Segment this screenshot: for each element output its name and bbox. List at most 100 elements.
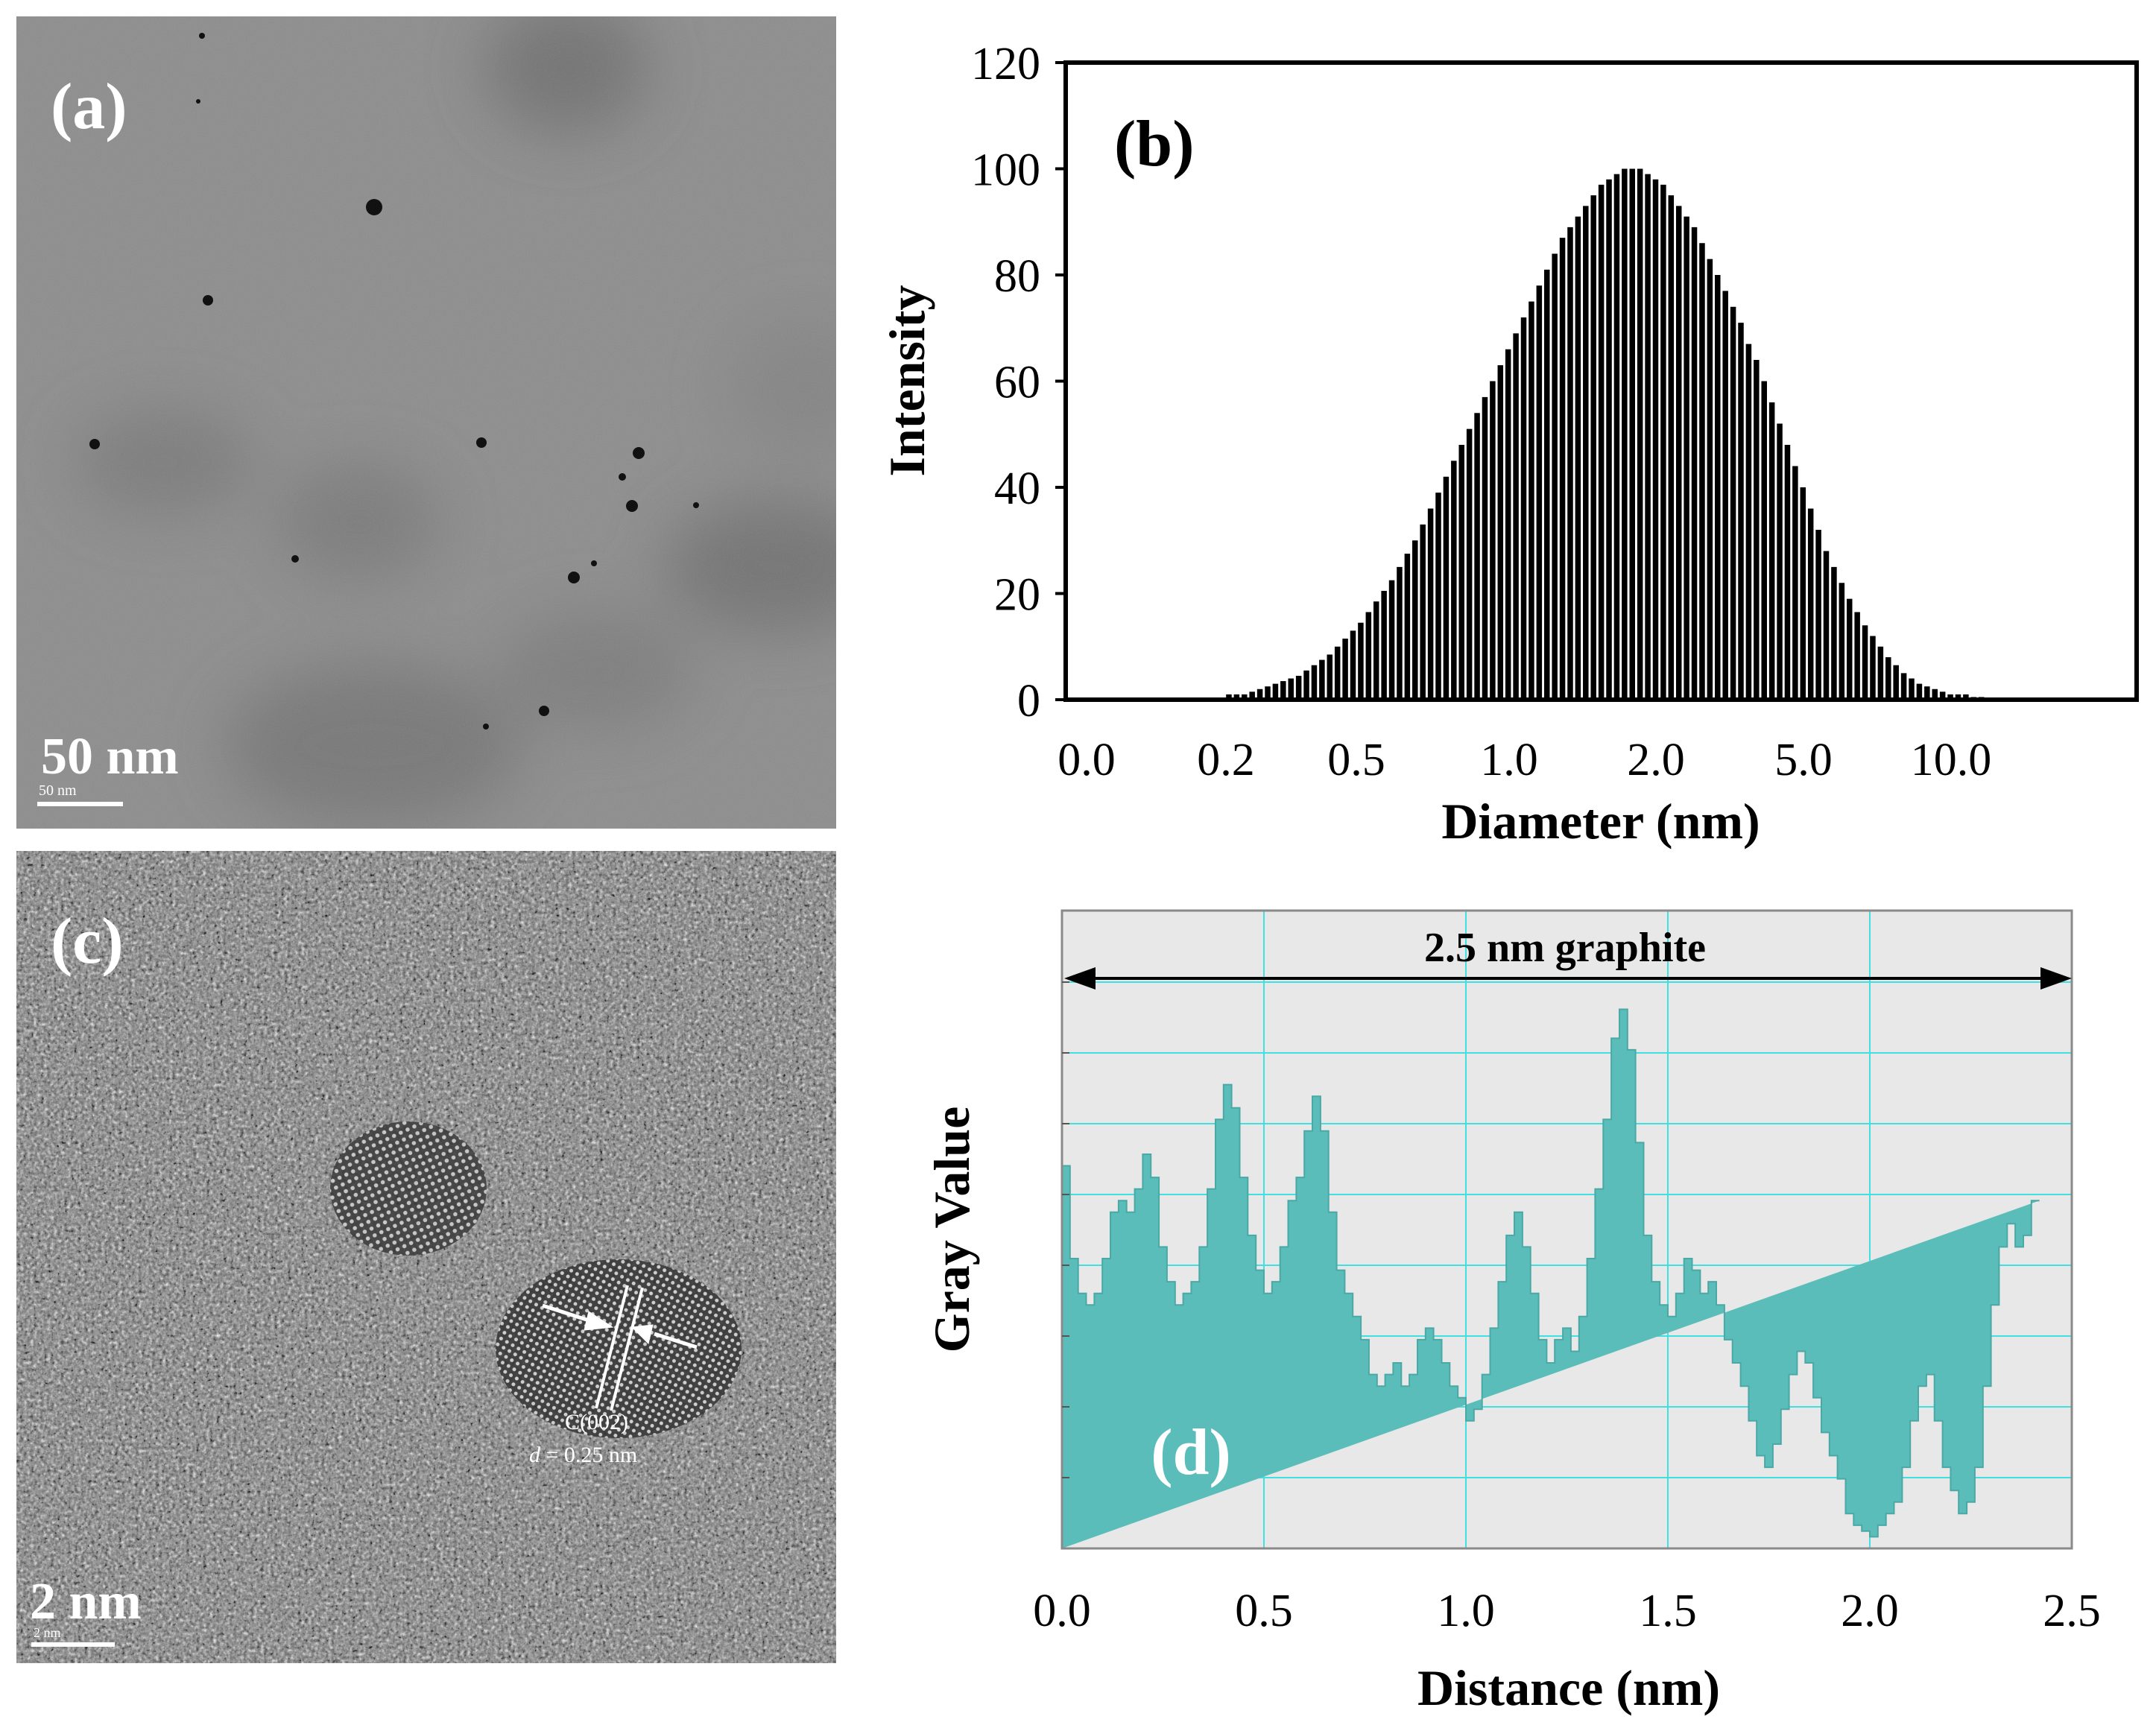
bar bbox=[1529, 301, 1534, 700]
panel-c-noise bbox=[16, 851, 836, 1663]
chart-b-x-label: Diameter (nm) bbox=[1441, 793, 1760, 849]
chart-d-annotation: 2.5 nm graphite bbox=[1424, 925, 1706, 971]
bar bbox=[1707, 259, 1713, 700]
x-tick-label: 2.0 bbox=[1841, 1586, 1899, 1636]
bar bbox=[1947, 694, 1953, 700]
bar bbox=[1288, 678, 1294, 700]
panel-a-noise bbox=[16, 16, 836, 829]
bar bbox=[1350, 630, 1356, 700]
bar bbox=[1893, 665, 1899, 700]
bar bbox=[1699, 243, 1705, 700]
bar bbox=[1311, 665, 1318, 700]
y-tick-label: 80 bbox=[994, 251, 1040, 302]
x-tick-label: 5.0 bbox=[1774, 735, 1833, 785]
bar bbox=[1520, 317, 1527, 700]
bar bbox=[1877, 646, 1884, 700]
bar bbox=[1490, 381, 1496, 700]
bar bbox=[1815, 530, 1821, 700]
x-tick-label: 0.2 bbox=[1197, 735, 1255, 785]
bar bbox=[1544, 269, 1550, 700]
bar bbox=[1939, 691, 1946, 700]
chart-b-panel-label: (b) bbox=[1114, 108, 1195, 180]
bar bbox=[1233, 694, 1240, 700]
y-tick-label: 0 bbox=[1017, 676, 1040, 727]
bar bbox=[1559, 238, 1566, 700]
bar bbox=[1862, 625, 1868, 700]
chart-d-frame bbox=[1060, 909, 2073, 1550]
nanoparticles bbox=[89, 33, 699, 730]
bar bbox=[1761, 381, 1767, 700]
x-tick-label: 2.0 bbox=[1627, 735, 1685, 785]
bar bbox=[1249, 691, 1255, 700]
bar bbox=[1458, 445, 1464, 700]
bar bbox=[1854, 612, 1860, 700]
bar bbox=[1900, 673, 1907, 700]
bar bbox=[1668, 195, 1675, 700]
panel-a-label: (a) bbox=[51, 71, 127, 143]
bar bbox=[1839, 583, 1845, 700]
bar bbox=[1427, 508, 1434, 700]
panel-c-label: (c) bbox=[51, 905, 124, 978]
bar bbox=[1784, 445, 1791, 700]
bar bbox=[1567, 227, 1573, 700]
bar bbox=[1823, 551, 1830, 700]
chart-d-panel-label: (d) bbox=[1151, 1417, 1231, 1489]
bar bbox=[1691, 227, 1698, 700]
panel-c-hrtem-image: C(002) d = 0.25 nm (c) 2 nm 2 nm bbox=[16, 851, 836, 1663]
bar bbox=[1256, 689, 1263, 700]
x-tick-label: 1.0 bbox=[1480, 735, 1538, 785]
bar bbox=[1924, 686, 1930, 700]
bar bbox=[1334, 646, 1341, 700]
bar bbox=[1715, 275, 1721, 700]
bar bbox=[1226, 694, 1232, 700]
chart-d-x-axis: 0.0 0.5 1.0 1.5 2.0 2.5 bbox=[1033, 1586, 2101, 1636]
lattice-spacing-symbol: d bbox=[529, 1443, 541, 1467]
y-tick-label: 40 bbox=[994, 463, 1040, 514]
bar bbox=[1381, 590, 1387, 700]
chart-b-y-label: Intensity bbox=[879, 285, 935, 477]
bar bbox=[1955, 694, 1961, 700]
bar bbox=[1800, 487, 1806, 700]
chart-b-y-axis: 0 20 40 60 80 100 120 bbox=[971, 39, 1066, 727]
bar bbox=[1319, 659, 1325, 700]
bar bbox=[1637, 168, 1643, 700]
panel-a-scale-small-label: 50 nm bbox=[39, 782, 77, 799]
bar bbox=[1613, 174, 1620, 700]
chart-d-y-ticks bbox=[1062, 981, 1069, 1478]
bar bbox=[1280, 681, 1286, 700]
lattice-spacing-value: = 0.25 nm bbox=[540, 1443, 637, 1467]
chart-b-x-axis: 0.0 0.2 0.5 1.0 2.0 5.0 10.0 bbox=[1058, 735, 1991, 785]
panel-c-scale-small-label: 2 nm bbox=[34, 1625, 61, 1640]
bar bbox=[1909, 678, 1915, 700]
bar bbox=[1722, 291, 1728, 700]
bar bbox=[1295, 675, 1302, 700]
x-tick-label: 1.0 bbox=[1437, 1586, 1495, 1636]
bar bbox=[1660, 184, 1666, 700]
bar bbox=[1870, 636, 1876, 700]
bar bbox=[1963, 694, 1969, 700]
bar bbox=[1435, 493, 1441, 700]
bar bbox=[1684, 216, 1689, 700]
bar bbox=[1265, 686, 1271, 700]
bar bbox=[1388, 580, 1395, 700]
bar bbox=[1730, 306, 1736, 700]
bar bbox=[1242, 694, 1248, 700]
bar bbox=[1768, 402, 1775, 700]
bar bbox=[1629, 168, 1636, 700]
y-tick-label: 100 bbox=[971, 145, 1040, 196]
particle-lattice-2 bbox=[496, 1259, 742, 1438]
chart-d-gray-profile: 0.0 0.5 1.0 1.5 2.0 2.5 2.5 nm graphite (d) D… bbox=[923, 909, 2101, 1716]
particle-lattice-1 bbox=[330, 1121, 487, 1256]
bar bbox=[1443, 476, 1450, 700]
chart-b-bars bbox=[1226, 168, 1985, 700]
x-tick-label: 10.0 bbox=[1911, 735, 1992, 785]
bar bbox=[1466, 428, 1473, 700]
bar bbox=[1552, 253, 1558, 700]
x-tick-label: 0.5 bbox=[1235, 1586, 1293, 1636]
bar bbox=[1365, 612, 1372, 700]
bar bbox=[1652, 179, 1659, 700]
x-tick-label: 2.5 bbox=[2043, 1586, 2101, 1636]
chart-d-profile-area bbox=[1061, 1008, 2040, 1548]
bar bbox=[1675, 206, 1682, 700]
